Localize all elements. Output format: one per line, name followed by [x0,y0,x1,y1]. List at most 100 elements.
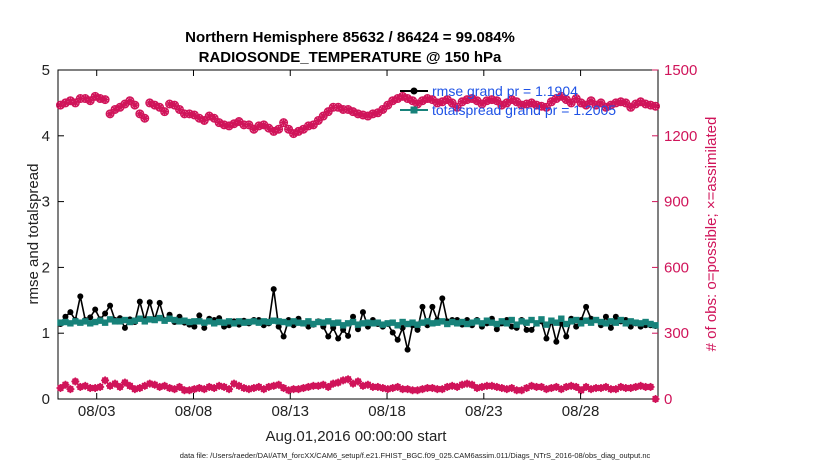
asterisk-stroke [161,382,168,390]
totalspread-point [409,319,416,326]
asterisk-stroke [240,384,248,392]
totalspread-point [230,320,238,327]
totalspread-point [444,320,451,328]
legend: rmse grand pr = 1.1904 totalspread grand… [400,83,616,118]
obs-possible-star [274,125,283,134]
obs-assimilated-star [646,382,655,391]
obs-possible-star [101,95,110,104]
totalspread-point [622,320,629,327]
rmse-point [350,313,357,320]
asterisk-stroke [210,114,218,122]
totalspread-point [136,315,144,322]
totalspread-point [597,318,605,326]
asterisk-stroke [443,96,451,103]
asterisk-stroke [265,124,273,132]
asterisk-stroke [354,378,362,385]
totalspread-point [57,319,64,326]
totalspread-point [359,320,367,327]
totalspread-point [334,319,342,326]
asterisk-stroke [543,103,550,111]
asterisk-stroke [215,382,223,390]
totalspread-point [553,319,560,326]
asterisk-stroke [399,92,406,100]
asterisk-stroke [493,97,501,105]
y-tick-label: 1 [42,325,50,342]
legend-spread-label: totalspread grand pr = 1.2005 [432,102,616,118]
rmse-point [523,326,530,333]
totalspread-point [543,321,550,328]
obs-possible-star [269,127,278,136]
totalspread-point [647,320,654,328]
asterisk-stroke [647,383,654,391]
totalspread-point [220,319,228,326]
totalspread-point [339,322,347,329]
asterisk-stroke [572,383,580,391]
y-tick-label: 5 [42,62,50,79]
totalspread-point [77,319,84,326]
rmse-point [493,326,500,333]
totalspread-point [374,319,382,326]
asterisk-stroke [220,383,228,391]
rmse-point [389,329,396,336]
asterisk-stroke [344,106,352,113]
asterisk-stroke [126,382,134,390]
totalspread-point [215,318,223,326]
asterisk-stroke [533,383,540,391]
rmse-point [196,312,203,319]
asterisk-stroke [121,379,129,386]
asterisk-stroke [190,111,198,119]
totalspread-point [414,321,421,328]
asterisk-stroke [141,114,149,122]
rmse-point [419,303,426,310]
totalspread-point [508,316,515,324]
asterisk-stroke [364,381,372,389]
asterisk-stroke [57,384,64,392]
asterisk-stroke [448,382,456,390]
totalspread-point [642,318,649,326]
y-tick-label: 3 [42,194,50,211]
obs-assimilated-star [66,385,75,394]
totalspread-point [191,318,198,325]
asterisk-stroke [429,384,436,392]
asterisk-stroke [280,384,287,392]
rmse-point [399,324,406,331]
asterisk-stroke [324,383,332,391]
y2-axis-label: # of obs: o=possible; ×=assimilated [703,117,720,352]
totalspread-point [399,318,406,326]
asterisk-stroke [176,383,183,391]
totalspread-point [503,320,510,327]
totalspread-point [146,316,153,323]
totalspread-point [379,321,386,328]
asterisk-stroke [493,383,501,391]
asterisk-stroke [161,108,168,116]
totalspread-point [111,318,119,325]
totalspread-point [488,319,496,326]
obs-assimilated-star [492,382,501,391]
asterisk-stroke [582,383,590,391]
rmse-point [612,313,619,320]
totalspread-point [151,316,158,324]
asterisk-stroke [195,384,203,392]
asterisk-stroke [508,96,516,103]
asterisk-stroke [205,383,213,391]
totalspread-point [473,318,481,325]
asterisk-stroke [429,96,436,103]
chart-subtitle: RADIOSONDE_TEMPERATURE @ 150 hPa [199,49,502,66]
asterisk-stroke [513,386,521,394]
totalspread-point [424,318,431,325]
totalspread-point [87,320,94,327]
totalspread-point [394,322,401,329]
asterisk-stroke [409,386,416,394]
asterisk-stroke [111,380,119,388]
asterisk-stroke [151,101,159,109]
asterisk-stroke [448,99,456,107]
asterisk-stroke [424,384,431,392]
totalspread-point [498,318,506,325]
totalspread-point [493,320,501,328]
totalspread-point [260,318,267,325]
asterisk-stroke [508,384,516,392]
totalspread-point [250,318,258,325]
totalspread-point [429,320,436,327]
asterisk-stroke [557,92,565,100]
totalspread-point [181,317,188,324]
